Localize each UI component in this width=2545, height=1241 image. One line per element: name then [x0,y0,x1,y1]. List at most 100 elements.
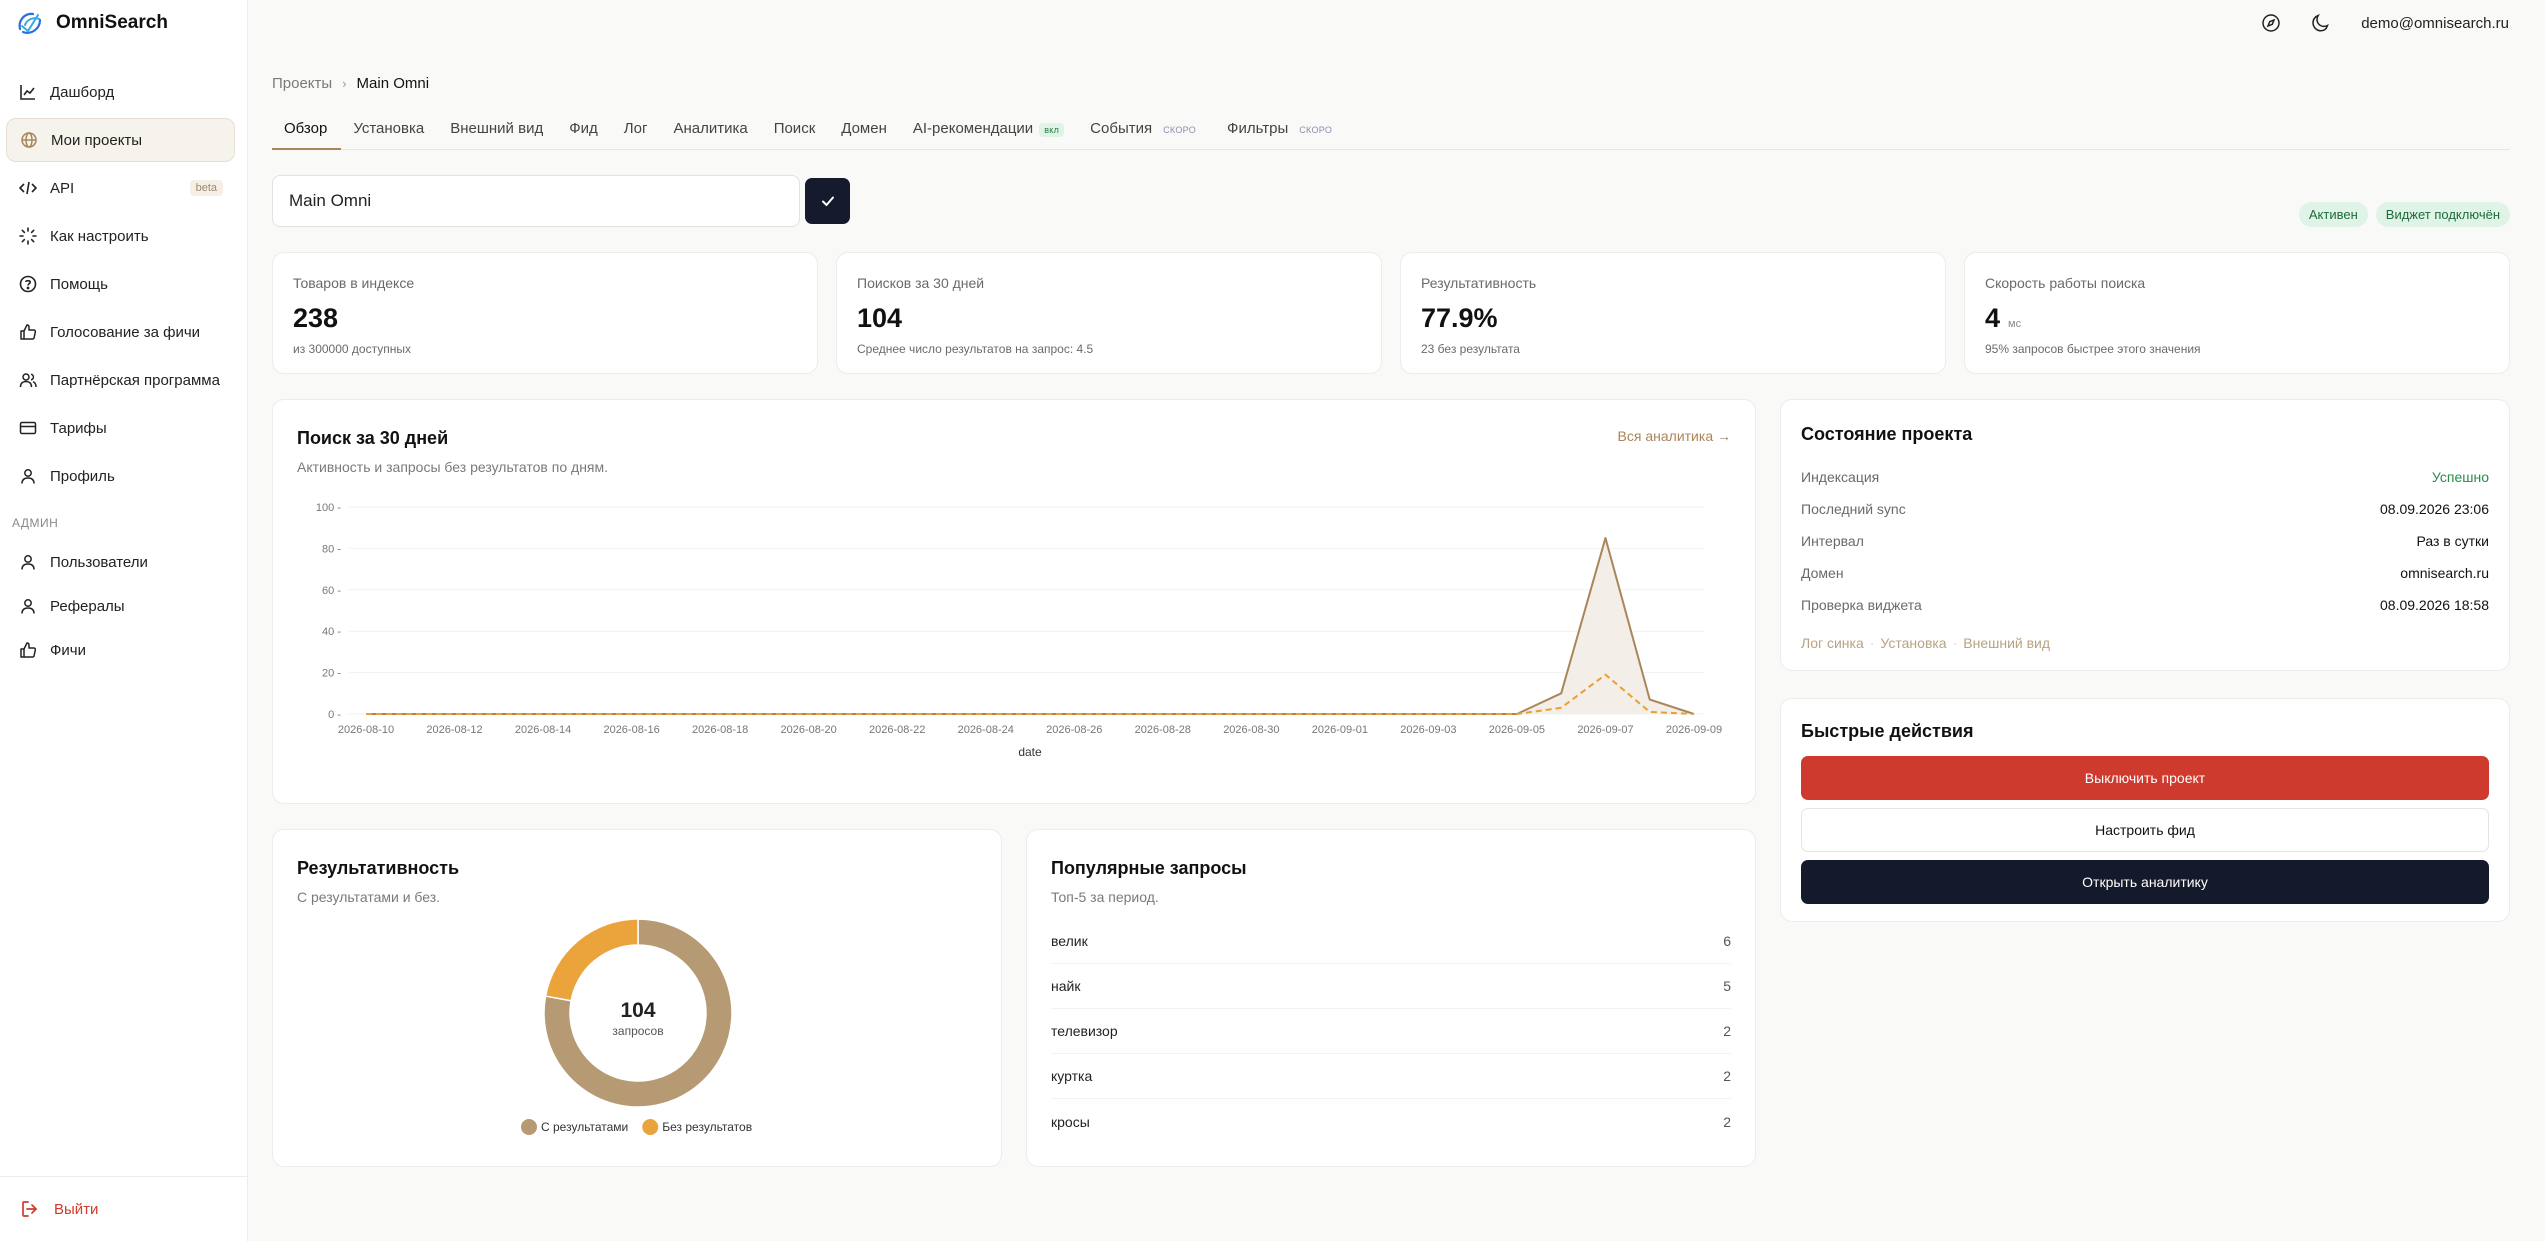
user-email[interactable]: demo@omnisearch.ru [2361,14,2509,32]
state-key: Интервал [1801,533,1864,549]
stat-card-searches: Поисков за 30 дней 104 Среднее число рез… [836,252,1382,374]
open-analytics-button[interactable]: Открыть аналитику [1801,860,2489,904]
pie-slice [544,918,639,1002]
admin-nav: Пользователи Рефералы Фичи [6,540,235,672]
sidebar-item-label: Дашборд [50,83,115,101]
thumbs-up-icon [18,322,38,342]
status-badge-widget: Виджет подключён [2375,202,2510,227]
sidebar-item-label: Фичи [50,641,86,659]
sidebar-item-label: Пользователи [50,553,148,571]
chevron-right-icon: › [342,76,347,91]
sidebar-item-label: Тарифы [50,419,107,437]
sidebar-item-pricing[interactable]: Тарифы [6,406,235,450]
tab-label: Лог [623,120,648,137]
admin-section-label: АДМИН [12,516,59,530]
list-item[interactable]: кросы 2 [1051,1099,1731,1144]
sidebar-item-partner-program[interactable]: Партнёрская программа [6,358,235,402]
disable-project-button[interactable]: Выключить проект [1801,756,2489,800]
breadcrumb: Проекты › Main Omni [272,75,429,92]
list-item[interactable]: велик 6 [1051,919,1731,964]
y-tick-label: 60 - [322,585,341,597]
panel-title: Популярные запросы [1051,858,1247,878]
installation-link[interactable]: Установка [1880,635,1947,651]
stat-label: Скорость работы поиска [1985,275,2146,291]
panel-subtitle: Топ-5 за период. [1051,889,1159,905]
user-icon [18,596,38,616]
status-badge-active: Активен [2298,202,2368,227]
logout-button[interactable]: Выйти [0,1176,247,1241]
query-count: 2 [1723,1068,1731,1084]
tab-label: Поиск [773,120,816,137]
list-item[interactable]: найк 5 [1051,964,1731,1009]
sidebar-item-api[interactable]: API beta [6,166,235,210]
tab-analytics[interactable]: Аналитика [661,112,761,150]
tab-overview[interactable]: Обзор [272,112,342,150]
state-value: Раз в сутки [2416,533,2490,549]
sidebar-item-label: Голосование за фичи [50,323,201,341]
brand[interactable]: OmniSearch [0,0,247,46]
x-axis-label: date [1018,745,1042,759]
tab-events[interactable]: События СКОРО [1078,112,1215,150]
stat-number: 238 [293,303,339,333]
state-links: Лог синка · Установка · Внешний вид [1801,635,2489,651]
state-row-widget-check: Проверка виджета 08.09.2026 18:58 [1801,589,2489,621]
tab-filters[interactable]: Фильтры СКОРО [1215,112,1351,150]
save-name-button[interactable] [805,178,850,224]
x-tick-label: 2026-08-12 [426,724,482,736]
project-name-input[interactable] [272,175,800,227]
project-tabs: Обзор Установка Внешний вид Фид Лог Анал… [272,112,2510,150]
x-tick-label: 2026-09-01 [1312,724,1368,736]
stat-cards: Товаров в индексе 238 из 300000 доступны… [272,252,2510,374]
search-activity-chart: 0 - 20 - 40 - 60 - 80 - 100 - 2026-08-10 2026-0… [316,502,1722,759]
sidebar-item-dashboard[interactable]: Дашборд [6,70,235,114]
tab-feed[interactable]: Фид [557,112,612,150]
omnisearch-logo-icon [18,12,42,34]
stat-label: Поисков за 30 дней [857,275,985,291]
y-tick-label: 80 - [322,543,341,555]
panel-subtitle: С результатами и без. [297,889,441,905]
compass-icon[interactable] [2261,13,2281,33]
tab-ai-recommendations[interactable]: AI-рекомендации вкл [901,112,1078,150]
sidebar-item-label: Профиль [50,467,115,485]
sidebar-item-features[interactable]: Фичи [6,628,235,672]
tab-installation[interactable]: Установка [341,112,438,150]
state-key: Домен [1801,565,1844,581]
sidebar-item-feature-voting[interactable]: Голосование за фичи [6,310,235,354]
appearance-link[interactable]: Внешний вид [1963,635,2051,651]
tab-appearance[interactable]: Внешний вид [438,112,557,150]
tab-log[interactable]: Лог [612,112,662,150]
state-value: Успешно [2431,469,2489,485]
sidebar-item-users[interactable]: Пользователи [6,540,235,584]
tab-label: AI-рекомендации [912,120,1034,137]
sidebar-item-label: Помощь [50,275,108,293]
x-tick-label: 2026-09-03 [1400,724,1456,736]
series-line [366,673,1695,715]
sidebar-item-profile[interactable]: Профиль [6,454,235,498]
list-item[interactable]: куртка 2 [1051,1054,1731,1099]
list-item[interactable]: телевизор 2 [1051,1009,1731,1054]
configure-feed-button[interactable]: Настроить фид [1801,808,2489,852]
help-circle-icon [18,274,38,294]
x-tick-label: 2026-09-05 [1489,724,1545,736]
tab-search[interactable]: Поиск [762,112,830,150]
soon-badge: СКОРО [1299,125,1333,135]
check-icon [821,196,834,206]
sidebar: OmniSearch Дашборд Мои проекты API beta … [0,0,248,1241]
breadcrumb-projects[interactable]: Проекты [272,75,333,92]
moon-icon[interactable] [2311,13,2331,33]
sync-log-link[interactable]: Лог синка [1801,635,1864,651]
stat-sub: 95% запросов быстрее этого значения [1985,342,2201,356]
sidebar-item-help[interactable]: Помощь [6,262,235,306]
tab-domain[interactable]: Домен [829,112,901,150]
user-icon [18,466,38,486]
query-text: куртка [1051,1068,1093,1084]
all-analytics-link[interactable]: Вся аналитика → [1617,428,1731,444]
sidebar-item-referrals[interactable]: Рефералы [6,584,235,628]
stat-sub: Среднее число результатов на запрос: 4.5 [857,342,1094,356]
credit-card-icon [18,418,38,438]
sidebar-item-my-projects[interactable]: Мои проекты [6,118,235,162]
loader-icon [18,226,38,246]
query-text: найк [1051,978,1081,994]
pie-slice [543,918,733,1108]
sidebar-item-how-to-setup[interactable]: Как настроить [6,214,235,258]
